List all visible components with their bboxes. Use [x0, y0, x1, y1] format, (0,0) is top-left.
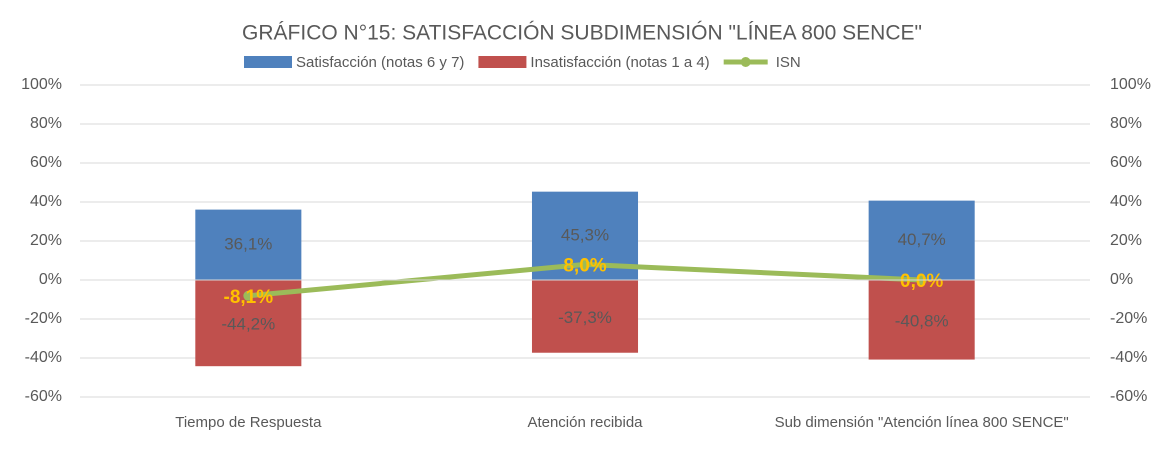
- x-tick-label: Atención recibida: [527, 414, 643, 431]
- legend: Satisfacción (notas 6 y 7) Insatisfacción…: [244, 54, 801, 71]
- bar: [195, 209, 302, 280]
- y2-tick-label: 0%: [1110, 271, 1133, 288]
- y-tick-label: -60%: [25, 388, 62, 405]
- line-data-label: 0,0%: [900, 271, 943, 292]
- x-tick-label: Tiempo de Respuesta: [175, 414, 322, 431]
- y2-tick-label: 20%: [1110, 232, 1142, 249]
- legend-swatch: [478, 56, 527, 68]
- chart-title: GRÁFICO N°15: SATISFACCIÓN SUBDIMENSIÓN …: [242, 22, 922, 45]
- legend-swatch-point: [740, 57, 751, 67]
- y2-tick-label: 100%: [1110, 76, 1151, 93]
- data-label: 45,3%: [561, 225, 609, 244]
- line-data-label: 8,0%: [563, 255, 606, 276]
- y-tick-label: 20%: [30, 232, 62, 249]
- bar: [868, 200, 975, 280]
- y2-tick-label: -40%: [1110, 349, 1147, 366]
- data-label: 40,7%: [898, 230, 946, 249]
- y-tick-label: 0%: [39, 271, 62, 288]
- y2-tick-label: -20%: [1110, 310, 1147, 327]
- line-data-label: -8,1%: [224, 287, 274, 308]
- y2-tick-label: -60%: [1110, 388, 1147, 405]
- data-label: -40,8%: [895, 311, 949, 330]
- y-tick-label: 40%: [30, 193, 62, 210]
- legend-swatch: [244, 56, 292, 68]
- y2-tick-label: 60%: [1110, 154, 1142, 171]
- legend-label: ISN: [776, 54, 801, 71]
- y2-tick-label: 80%: [1110, 115, 1142, 132]
- legend-label: Satisfacción (notas 6 y 7): [296, 54, 464, 71]
- y-tick-label: 80%: [30, 115, 62, 132]
- bar: [868, 280, 975, 360]
- y-tick-label: -40%: [25, 349, 62, 366]
- data-label: -44,2%: [221, 315, 275, 334]
- data-label: -37,3%: [558, 308, 612, 327]
- y2-tick-label: 40%: [1110, 193, 1142, 210]
- y-tick-label: -20%: [25, 310, 62, 327]
- legend-label: Insatisfacción (notas 1 a 4): [530, 54, 709, 71]
- y-tick-label: 100%: [21, 76, 62, 93]
- y-tick-label: 60%: [30, 154, 62, 171]
- bar: [531, 280, 639, 353]
- line-point: [243, 290, 254, 301]
- data-label: 36,1%: [224, 234, 272, 253]
- line-point: [580, 259, 590, 270]
- x-tick-label: Sub dimensión "Atención línea 800 SENCE": [774, 414, 1069, 431]
